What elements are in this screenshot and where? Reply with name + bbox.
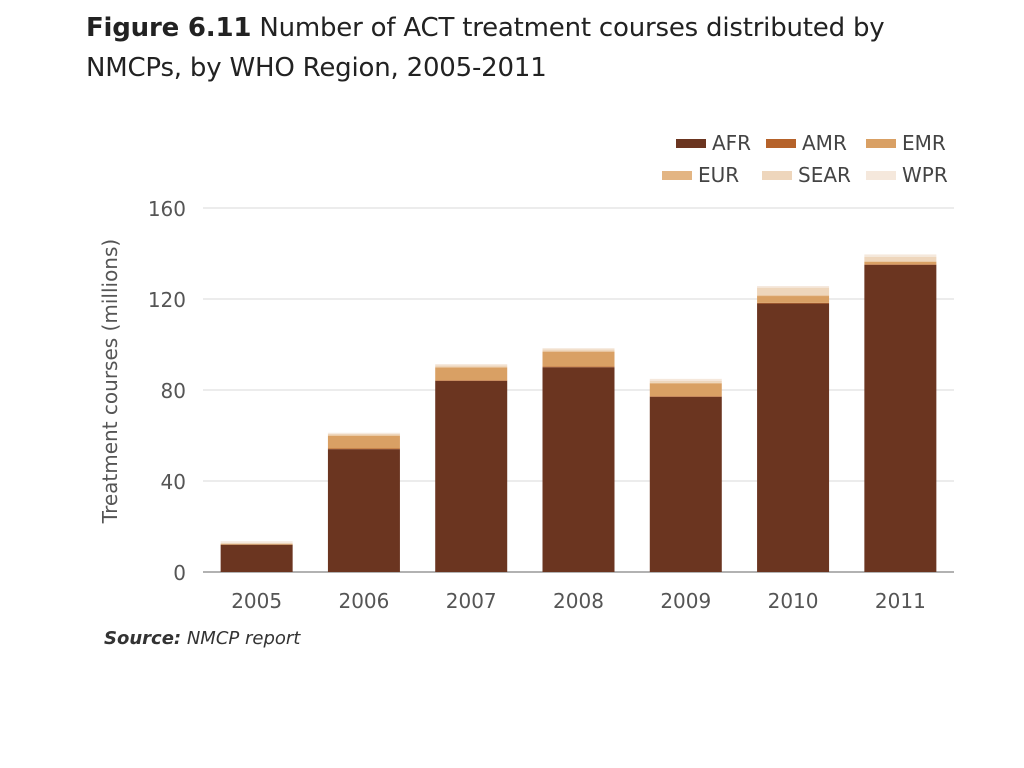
bar-segment-afr [649,396,722,572]
bar-segment-amr [327,448,400,450]
bar-segment-sear [220,542,293,545]
bar-segment-emr [757,296,830,303]
bar-segment-afr [864,264,937,572]
bar-segment-emr [649,383,722,397]
legend: AFR AMR EMR EUR SEAR WPR [662,131,948,187]
bar-segment-wpr [757,286,830,288]
bar-segment-eur [757,295,830,297]
bar-segment-wpr [435,364,508,366]
legend-item-afr: AFR [676,131,751,155]
legend-label: AMR [802,131,847,155]
bar-segment-sear [435,365,508,368]
bar-segment-amr [435,380,508,381]
source-note: Source: NMCP report [104,628,300,649]
bar-segment-sear [757,287,830,296]
bar-stack-2010 [757,286,830,572]
bar-segment-amr [649,396,722,397]
figure-title-text: Number of ACT treatment courses distribu… [86,13,885,83]
bar-segment-amr [542,366,615,368]
bar-segment-sear [542,349,615,352]
legend-label: AFR [712,131,751,155]
bar-segment-emr [864,261,937,265]
bar-stack-2007 [435,364,508,572]
legend-item-amr: AMR [766,131,847,155]
bar-segment-eur [542,351,615,352]
figure-title: Figure 6.11 Number of ACT treatment cour… [86,8,986,88]
bar-segment-wpr [864,254,937,257]
bar-segment-wpr [649,378,722,381]
legend-swatch [766,139,796,148]
bar-segment-amr [757,302,830,304]
bar-stack-2006 [327,432,400,572]
source-text: NMCP report [186,628,301,649]
bar-segment-eur [435,367,508,368]
bar-stack-2009 [649,378,722,572]
bar-segment-emr [542,351,615,367]
y-tick-label: 120 [148,288,186,312]
bar-segment-eur [327,435,400,436]
bar-segment-emr [435,367,508,381]
legend-swatch [676,139,706,148]
y-axis-label: Treatment courses (millions) [98,239,122,524]
x-tick-label: 2007 [446,589,497,613]
x-tick-label: 2008 [553,589,604,613]
bar-segment-amr [864,264,937,265]
legend-item-emr: EMR [866,131,946,155]
bar-segment-afr [327,449,400,572]
y-axis: 0 40 80 120 160 [148,197,186,585]
bar-segment-afr [435,380,508,572]
legend-item-wpr: WPR [866,163,948,187]
source-label: Source: [104,628,182,649]
y-tick-label: 80 [161,379,186,403]
x-tick-label: 2010 [768,589,819,613]
legend-swatch [662,171,692,180]
legend-label: WPR [902,163,948,187]
bar-segment-wpr [327,432,400,434]
legend-swatch [762,171,792,180]
bar-segment-emr [327,435,400,449]
legend-swatch [866,171,896,180]
legend-label: EMR [902,131,946,155]
bar-stack-2008 [542,348,615,572]
bar-segment-sear [649,380,722,383]
y-tick-label: 0 [173,561,186,585]
bar-stack-2011 [864,254,937,572]
bar-segment-eur [864,261,937,262]
legend-label: EUR [698,163,739,187]
bar-segment-wpr [220,541,293,543]
legend-label: SEAR [798,163,851,187]
x-tick-label: 2005 [231,589,282,613]
bar-segment-eur [649,382,722,384]
x-axis: 2005 2006 2007 2008 2009 2010 2011 [231,589,926,613]
bar-segment-afr [542,367,615,572]
bar-segment-afr [220,544,293,572]
bars [220,254,937,572]
legend-swatch [866,139,896,148]
bar-segment-afr [757,303,830,572]
bar-segment-emr [220,544,293,545]
bar-segment-sear [327,433,400,436]
figure-label: Figure 6.11 [86,13,252,43]
legend-item-sear: SEAR [762,163,851,187]
bar-segment-wpr [542,348,615,350]
x-tick-label: 2006 [338,589,389,613]
bar-segment-sear [864,256,937,262]
x-tick-label: 2011 [875,589,926,613]
y-tick-label: 40 [161,470,186,494]
x-tick-label: 2009 [660,589,711,613]
y-tick-label: 160 [148,197,186,221]
legend-item-eur: EUR [662,163,739,187]
bar-stack-2005 [220,541,293,572]
